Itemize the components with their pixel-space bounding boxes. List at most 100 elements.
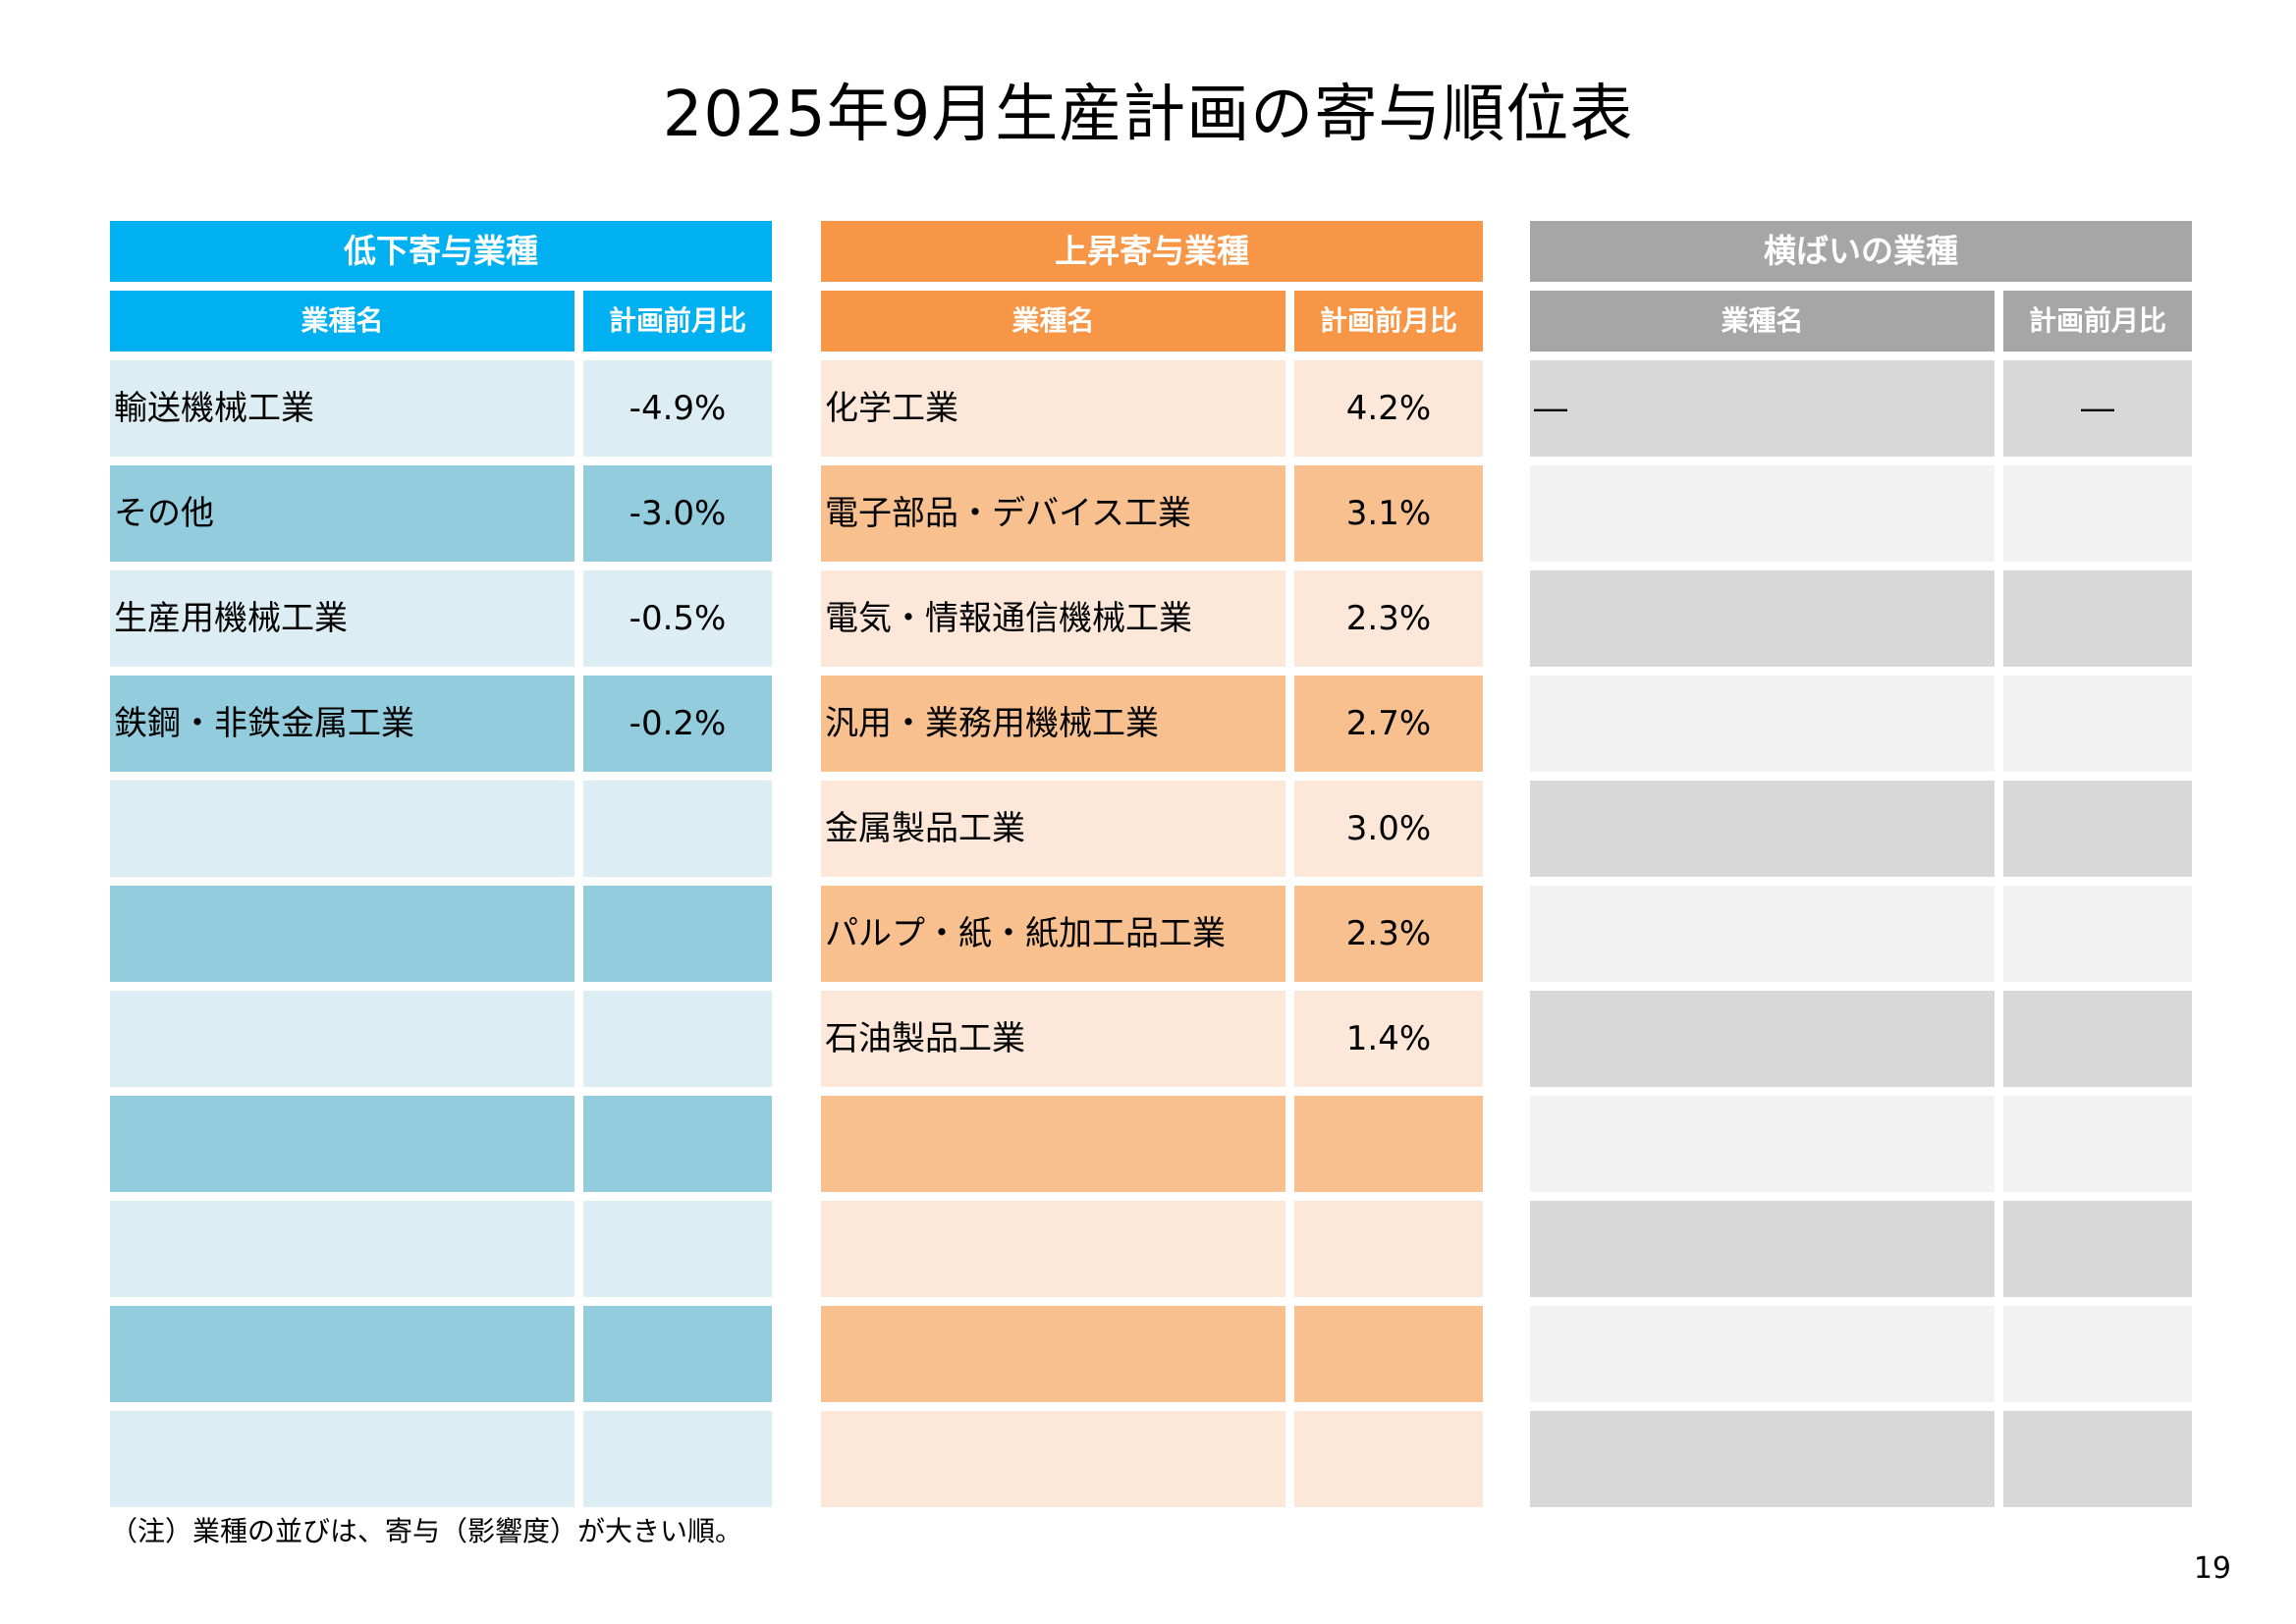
industry-name-cell (110, 781, 574, 877)
industry-name-cell: その他 (110, 465, 574, 562)
industry-name-cell (110, 991, 574, 1087)
mom-change-cell (2003, 676, 2192, 772)
industry-name-cell: 電気・情報通信機械工業 (821, 570, 1285, 667)
industry-name-cell (1530, 465, 1995, 562)
industry-name-cell (110, 1411, 574, 1507)
table-row (1530, 1096, 2192, 1192)
decline-col-name-header: 業種名 (110, 291, 574, 352)
industry-name-cell (821, 1096, 1285, 1192)
decline-panel-header: 低下寄与業種 (110, 221, 772, 282)
industry-name-cell: 石油製品工業 (821, 991, 1285, 1087)
industry-name-cell (110, 1201, 574, 1297)
table-row: 鉄鋼・非鉄金属工業 -0.2% (110, 676, 772, 772)
industry-name-cell (1530, 570, 1995, 667)
industry-name-cell (1530, 781, 1995, 877)
mom-change-cell: -0.2% (583, 676, 772, 772)
table-row: 電子部品・デバイス工業 3.1% (821, 465, 1483, 562)
mom-change-cell (2003, 1306, 2192, 1402)
industry-name-cell (110, 1306, 574, 1402)
mom-change-cell: -0.5% (583, 570, 772, 667)
table-row: 汎用・業務用機械工業 2.7% (821, 676, 1483, 772)
mom-change-cell (1294, 1411, 1483, 1507)
industry-name-cell (1530, 886, 1995, 982)
industry-name-cell (1530, 1201, 1995, 1297)
mom-change-cell (583, 1411, 772, 1507)
table-row: 生産用機械工業 -0.5% (110, 570, 772, 667)
flat-panel-header: 横ばいの業種 (1530, 221, 2192, 282)
flat-rows: ― ― (1530, 360, 2192, 1507)
table-row (821, 1201, 1483, 1297)
table-row (1530, 886, 2192, 982)
mom-change-cell: 4.2% (1294, 360, 1483, 457)
rise-panel-header: 上昇寄与業種 (821, 221, 1483, 282)
mom-change-cell (583, 991, 772, 1087)
table-row: ― ― (1530, 360, 2192, 457)
mom-change-cell (1294, 1306, 1483, 1402)
mom-change-cell (2003, 570, 2192, 667)
table-row (1530, 1201, 2192, 1297)
industry-name-cell: 金属製品工業 (821, 781, 1285, 877)
decline-col-value-header: 計画前月比 (583, 291, 772, 352)
table-row (110, 781, 772, 877)
mom-change-cell: 2.3% (1294, 886, 1483, 982)
mom-change-cell (2003, 465, 2192, 562)
table-row (1530, 570, 2192, 667)
industry-name-cell (1530, 676, 1995, 772)
decline-column-headers: 業種名 計画前月比 (110, 291, 772, 352)
mom-change-cell: ― (2003, 360, 2192, 457)
table-row (110, 1411, 772, 1507)
table-row: 石油製品工業 1.4% (821, 991, 1483, 1087)
mom-change-cell: -3.0% (583, 465, 772, 562)
industry-name-cell (1530, 991, 1995, 1087)
industry-name-cell: 鉄鋼・非鉄金属工業 (110, 676, 574, 772)
table-row: その他 -3.0% (110, 465, 772, 562)
table-row (1530, 781, 2192, 877)
industry-name-cell (1530, 1411, 1995, 1507)
decline-panel: 低下寄与業種 業種名 計画前月比 輸送機械工業 -4.9% その他 -3.0% 生産用機… (110, 221, 772, 1507)
industry-name-cell (821, 1411, 1285, 1507)
mom-change-cell (583, 1096, 772, 1192)
flat-col-name-header: 業種名 (1530, 291, 1995, 352)
mom-change-cell: 2.7% (1294, 676, 1483, 772)
industry-name-cell (821, 1201, 1285, 1297)
mom-change-cell: 2.3% (1294, 570, 1483, 667)
flat-column-headers: 業種名 計画前月比 (1530, 291, 2192, 352)
table-row (110, 886, 772, 982)
mom-change-cell: 3.1% (1294, 465, 1483, 562)
industry-name-cell: 化学工業 (821, 360, 1285, 457)
industry-name-cell: パルプ・紙・紙加工品工業 (821, 886, 1285, 982)
table-row (1530, 1306, 2192, 1402)
mom-change-cell (2003, 1411, 2192, 1507)
rise-col-value-header: 計画前月比 (1294, 291, 1483, 352)
mom-change-cell (2003, 1201, 2192, 1297)
industry-name-cell (110, 886, 574, 982)
table-row (821, 1096, 1483, 1192)
mom-change-cell (583, 1306, 772, 1402)
industry-name-cell: ― (1530, 360, 1995, 457)
mom-change-cell (583, 886, 772, 982)
table-row (110, 991, 772, 1087)
industry-name-cell: 輸送機械工業 (110, 360, 574, 457)
table-row (110, 1096, 772, 1192)
table-row (1530, 465, 2192, 562)
rise-col-name-header: 業種名 (821, 291, 1285, 352)
table-row (1530, 1411, 2192, 1507)
industry-name-cell (1530, 1096, 1995, 1192)
rise-rows: 化学工業 4.2% 電子部品・デバイス工業 3.1% 電気・情報通信機械工業 2.3% 汎用… (821, 360, 1483, 1507)
mom-change-cell: -4.9% (583, 360, 772, 457)
table-row (110, 1306, 772, 1402)
footnote: （注）業種の並びは、寄与（影響度）が大きい順。 (110, 1515, 743, 1547)
mom-change-cell (2003, 886, 2192, 982)
decline-rows: 輸送機械工業 -4.9% その他 -3.0% 生産用機械工業 -0.5% 鉄鋼・非鉄金属工業… (110, 360, 772, 1507)
mom-change-cell (1294, 1096, 1483, 1192)
table-row (1530, 991, 2192, 1087)
page-title: 2025年9月生産計画の寄与順位表 (662, 79, 1634, 151)
table-row (110, 1201, 772, 1297)
industry-name-cell: 電子部品・デバイス工業 (821, 465, 1285, 562)
mom-change-cell (2003, 991, 2192, 1087)
industry-name-cell (821, 1306, 1285, 1402)
rise-panel: 上昇寄与業種 業種名 計画前月比 化学工業 4.2% 電子部品・デバイス工業 3.1%… (821, 221, 1483, 1507)
rise-column-headers: 業種名 計画前月比 (821, 291, 1483, 352)
mom-change-cell (2003, 781, 2192, 877)
industry-name-cell: 生産用機械工業 (110, 570, 574, 667)
